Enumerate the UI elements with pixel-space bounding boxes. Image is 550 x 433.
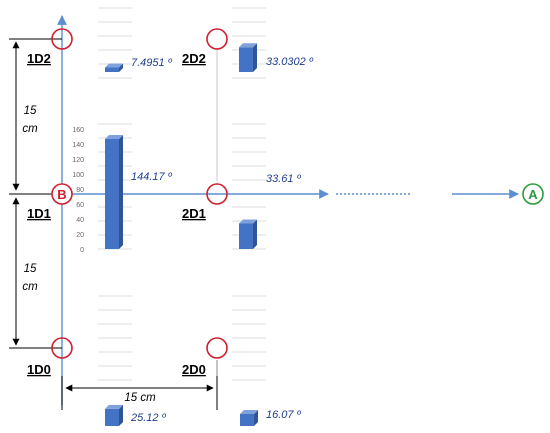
node-label-1d2: 1D2 — [27, 51, 51, 66]
angle-label-2d1: 33.61 º — [266, 173, 302, 185]
sensor-circle-2d0 — [206, 337, 228, 359]
sensor-circle-2d1 — [206, 183, 228, 205]
angle-label-2d2: 33.0302 º — [266, 56, 314, 68]
bar-1d1 — [105, 135, 123, 249]
tick-label: 120 — [72, 157, 84, 164]
value-axis: 160 140 120 100 80 60 40 20 0 — [72, 127, 84, 254]
angle-label-1d0: 25.12 º — [130, 412, 167, 424]
tick-label: 60 — [76, 202, 84, 209]
node-label-2d0: 2D0 — [182, 362, 206, 377]
tick-label: 100 — [72, 172, 84, 179]
horizontal-dimension-label: 15 cm — [124, 392, 156, 404]
angle-label-2d0: 16.07 º — [266, 409, 302, 421]
angle-label-1d1: 144.17 º — [131, 171, 173, 183]
node-label-2d1: 2D1 — [182, 206, 206, 221]
marker-b: B — [51, 183, 73, 205]
tick-label: 0 — [80, 247, 84, 254]
node-label-1d1: 1D1 — [27, 206, 51, 221]
vertical-dimension — [9, 38, 62, 349]
sensor-circles — [51, 28, 228, 359]
marker-a: A — [522, 183, 544, 205]
vertical-dimension-label-upper: cm — [22, 123, 38, 135]
sensor-circle-1d2 — [51, 28, 73, 50]
tick-label: 80 — [76, 187, 84, 194]
node-label-2d2: 2D2 — [182, 51, 206, 66]
vertical-dimension-label-lower: cm — [22, 281, 38, 293]
tick-label: 20 — [76, 232, 84, 239]
sensor-circle-2d2 — [206, 28, 228, 50]
bar-2d2 — [239, 43, 257, 72]
tick-label: 140 — [72, 142, 84, 149]
bar-2d1 — [239, 219, 257, 249]
angle-bars — [105, 43, 258, 426]
node-label-1d0: 1D0 — [27, 362, 51, 377]
horizontal-dimension — [61, 376, 218, 410]
bar-1d0 — [105, 404, 123, 426]
vertical-dimension-label-upper: 15 — [24, 105, 37, 117]
vertical-dimension-label-lower: 15 — [24, 263, 37, 275]
bar-1d2 — [105, 63, 123, 72]
svg-text:A: A — [528, 187, 538, 202]
svg-text:B: B — [57, 187, 66, 202]
tick-label: 40 — [76, 217, 84, 224]
sensor-circle-1d0 — [51, 337, 73, 359]
bar-2d0 — [240, 409, 258, 426]
angle-label-1d2: 7.4951 º — [131, 57, 173, 69]
tick-label: 160 — [72, 127, 84, 134]
